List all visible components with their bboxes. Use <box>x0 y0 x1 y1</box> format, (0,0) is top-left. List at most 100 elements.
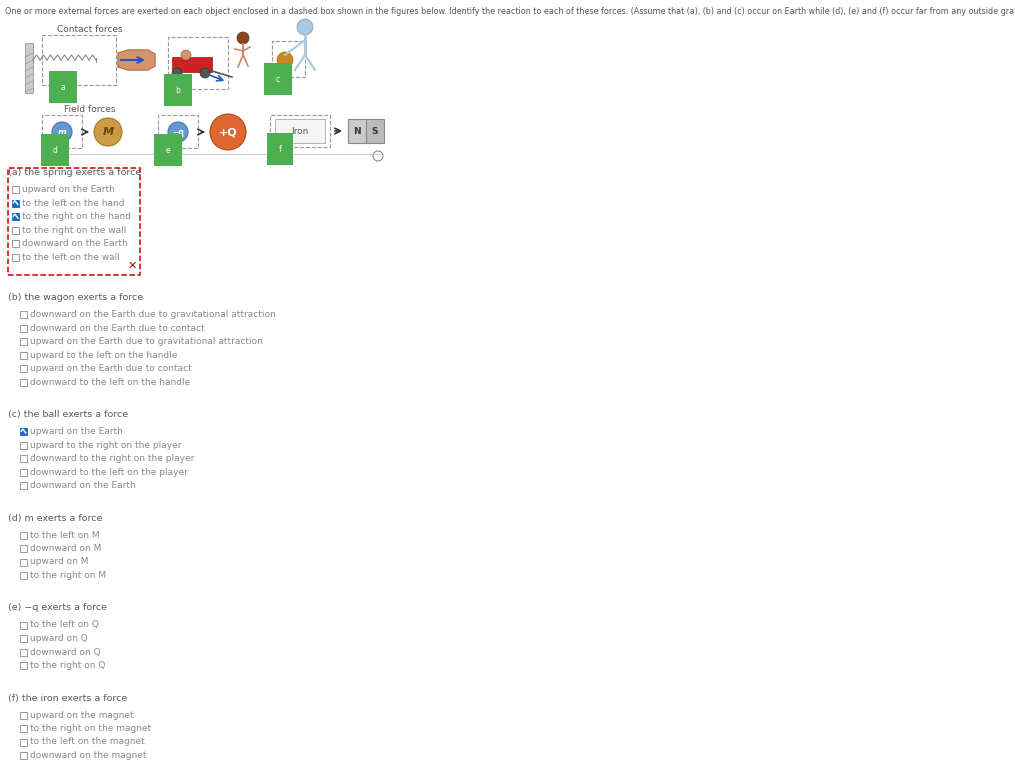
Bar <box>20 311 27 318</box>
Text: (e) −q exerts a force: (e) −q exerts a force <box>8 604 107 613</box>
Bar <box>348 119 366 143</box>
Text: to the right on M: to the right on M <box>30 571 107 580</box>
Bar <box>20 752 27 759</box>
Bar <box>275 119 325 143</box>
Bar <box>12 226 19 233</box>
Bar <box>20 635 27 642</box>
Text: upward on Q: upward on Q <box>30 634 87 643</box>
Text: M: M <box>103 127 114 137</box>
Bar <box>12 213 19 220</box>
Text: downward on the magnet: downward on the magnet <box>30 751 146 760</box>
Bar <box>272 41 304 77</box>
Text: Field forces: Field forces <box>64 105 116 114</box>
Text: (a) the spring exerts a force: (a) the spring exerts a force <box>8 168 141 177</box>
Bar <box>20 441 27 448</box>
Text: upward to the right on the player: upward to the right on the player <box>30 441 182 450</box>
Text: upward on the Earth: upward on the Earth <box>22 185 115 194</box>
Text: to the left on the magnet: to the left on the magnet <box>30 737 145 747</box>
Text: Contact forces: Contact forces <box>57 25 123 34</box>
Text: upward on M: upward on M <box>30 558 88 567</box>
Bar <box>172 57 212 72</box>
Text: downward to the right on the player: downward to the right on the player <box>30 454 195 463</box>
Text: e: e <box>165 145 171 155</box>
Bar <box>168 37 228 89</box>
Text: to the right on the magnet: to the right on the magnet <box>30 724 151 733</box>
Bar <box>270 115 330 147</box>
Circle shape <box>168 122 188 142</box>
Bar <box>20 379 27 386</box>
Circle shape <box>277 52 293 68</box>
Text: a: a <box>61 83 65 92</box>
Polygon shape <box>118 50 155 70</box>
Text: downward to the left on the player: downward to the left on the player <box>30 467 188 477</box>
Circle shape <box>236 32 249 44</box>
Bar <box>20 365 27 372</box>
Text: (f) the iron exerts a force: (f) the iron exerts a force <box>8 694 127 702</box>
Bar <box>42 35 116 85</box>
Bar <box>20 532 27 539</box>
Bar <box>8 168 140 275</box>
Text: to the left on Q: to the left on Q <box>30 620 98 630</box>
Text: Iron: Iron <box>291 126 309 135</box>
Bar <box>20 572 27 579</box>
Circle shape <box>200 68 210 78</box>
Text: to the right on the hand: to the right on the hand <box>22 212 131 221</box>
Text: (c) the ball exerts a force: (c) the ball exerts a force <box>8 410 128 419</box>
Text: to the right on the wall: to the right on the wall <box>22 226 127 235</box>
Text: d: d <box>53 145 58 155</box>
Text: downward on the Earth: downward on the Earth <box>30 481 136 490</box>
Text: upward on the Earth due to gravitational attraction: upward on the Earth due to gravitational… <box>30 337 263 346</box>
Circle shape <box>94 118 122 146</box>
Bar <box>20 621 27 629</box>
Text: f: f <box>279 145 281 154</box>
Bar <box>12 186 19 193</box>
Bar <box>20 351 27 359</box>
Text: One or more external forces are exerted on each object enclosed in a dashed box : One or more external forces are exerted … <box>5 7 1015 16</box>
Bar <box>20 558 27 565</box>
Text: downward on M: downward on M <box>30 544 102 553</box>
Bar <box>20 338 27 345</box>
Bar <box>25 43 33 93</box>
Text: −q: −q <box>173 128 184 136</box>
Bar <box>20 428 27 435</box>
Bar <box>366 119 384 143</box>
Bar <box>20 725 27 732</box>
Text: to the right on Q: to the right on Q <box>30 661 106 670</box>
Bar <box>42 115 82 148</box>
Text: to the left on M: to the left on M <box>30 530 99 539</box>
Bar <box>12 200 19 207</box>
Text: upward on the magnet: upward on the magnet <box>30 711 134 720</box>
Bar <box>20 324 27 331</box>
Bar <box>20 545 27 552</box>
Text: downward on the Earth due to contact: downward on the Earth due to contact <box>30 324 205 333</box>
Text: S: S <box>371 126 379 135</box>
Text: m: m <box>58 128 66 136</box>
Bar <box>12 240 19 247</box>
Text: c: c <box>276 74 280 83</box>
Bar <box>20 711 27 718</box>
Bar <box>20 649 27 656</box>
Bar <box>20 662 27 669</box>
Bar <box>20 482 27 489</box>
Text: ✕: ✕ <box>128 261 137 271</box>
Circle shape <box>297 19 313 35</box>
Text: to the left on the wall: to the left on the wall <box>22 252 120 262</box>
Text: (b) the wagon exerts a force: (b) the wagon exerts a force <box>8 293 143 302</box>
Text: upward on the Earth: upward on the Earth <box>30 427 123 436</box>
Circle shape <box>172 68 182 78</box>
Text: upward on the Earth due to contact: upward on the Earth due to contact <box>30 364 192 373</box>
Text: +Q: +Q <box>218 127 238 137</box>
Bar <box>158 115 198 148</box>
Text: downward to the left on the handle: downward to the left on the handle <box>30 377 190 386</box>
Circle shape <box>181 50 191 60</box>
Text: N: N <box>353 126 360 135</box>
Bar <box>20 455 27 462</box>
Circle shape <box>210 114 246 150</box>
Bar <box>20 468 27 476</box>
Text: b: b <box>176 86 181 95</box>
Text: (d) m exerts a force: (d) m exerts a force <box>8 513 103 522</box>
Circle shape <box>52 122 72 142</box>
Text: downward on the Earth: downward on the Earth <box>22 239 128 248</box>
Text: downward on Q: downward on Q <box>30 647 100 656</box>
Bar <box>20 738 27 746</box>
